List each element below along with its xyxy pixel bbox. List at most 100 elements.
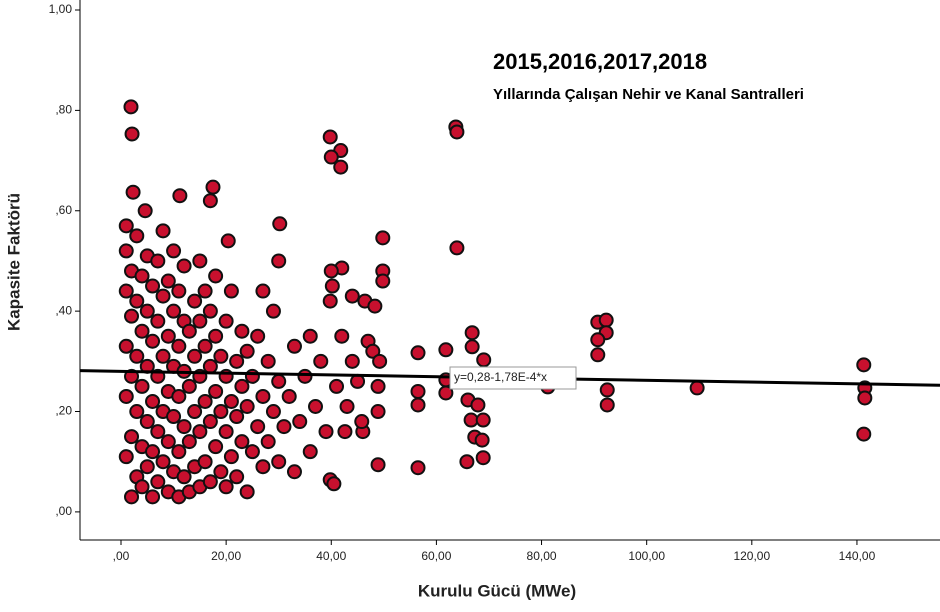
point xyxy=(166,243,182,259)
point xyxy=(192,313,208,329)
point xyxy=(202,358,218,374)
point xyxy=(166,409,182,425)
point xyxy=(150,313,166,329)
point xyxy=(255,388,271,404)
point xyxy=(334,328,350,344)
point xyxy=(410,345,426,361)
point xyxy=(463,412,479,428)
point xyxy=(410,383,426,399)
point xyxy=(302,444,318,460)
point xyxy=(250,419,266,435)
point xyxy=(297,368,313,384)
point xyxy=(208,268,224,284)
point xyxy=(145,444,161,460)
point xyxy=(234,434,250,450)
fit-label-box xyxy=(449,366,577,390)
point xyxy=(322,293,338,309)
point xyxy=(166,303,182,319)
point xyxy=(281,388,297,404)
point xyxy=(410,460,426,476)
y-tick-label: ,60 xyxy=(55,203,72,217)
point xyxy=(118,218,134,234)
point xyxy=(255,459,271,475)
point xyxy=(150,424,166,440)
point xyxy=(449,124,465,140)
point xyxy=(302,328,318,344)
point xyxy=(234,378,250,394)
point xyxy=(129,404,145,420)
point xyxy=(205,179,221,195)
point xyxy=(260,353,276,369)
point xyxy=(171,283,187,299)
point xyxy=(197,338,213,354)
point xyxy=(475,450,491,466)
point xyxy=(318,424,334,440)
point xyxy=(286,338,302,354)
point xyxy=(354,414,370,430)
point xyxy=(176,469,192,485)
point xyxy=(181,323,197,339)
point xyxy=(172,188,188,204)
point xyxy=(286,464,302,480)
point xyxy=(218,313,234,329)
point xyxy=(344,353,360,369)
point xyxy=(139,459,155,475)
point xyxy=(125,184,141,200)
point xyxy=(220,233,236,249)
point xyxy=(313,353,329,369)
point xyxy=(202,303,218,319)
point xyxy=(329,378,345,394)
point xyxy=(229,409,245,425)
point xyxy=(689,380,705,396)
point xyxy=(265,404,281,420)
point xyxy=(202,474,218,490)
point xyxy=(171,444,187,460)
point xyxy=(118,388,134,404)
point xyxy=(124,368,140,384)
point xyxy=(475,412,491,428)
point xyxy=(123,99,139,115)
point xyxy=(129,293,145,309)
point xyxy=(181,434,197,450)
point xyxy=(118,243,134,259)
point xyxy=(271,253,287,269)
point xyxy=(171,338,187,354)
point xyxy=(375,273,391,289)
point xyxy=(470,397,486,413)
y-tick-label: 1,00 xyxy=(49,2,73,16)
y-tick-label: ,20 xyxy=(55,404,72,418)
point xyxy=(176,258,192,274)
point xyxy=(208,328,224,344)
point xyxy=(239,484,255,500)
point xyxy=(187,293,203,309)
point xyxy=(160,273,176,289)
x-tick-label: 100,00 xyxy=(628,549,665,563)
point xyxy=(239,398,255,414)
point xyxy=(372,353,388,369)
x-tick-label: 20,00 xyxy=(211,549,241,563)
point xyxy=(150,474,166,490)
fit-label: y=0,28-1,78E-4*x xyxy=(454,370,547,384)
x-tick-label: 80,00 xyxy=(527,549,557,563)
point xyxy=(370,378,386,394)
point xyxy=(202,414,218,430)
point xyxy=(333,159,349,175)
point xyxy=(265,303,281,319)
point xyxy=(323,149,339,165)
chart-subtitle: Yıllarında Çalışan Nehir ve Kanal Santra… xyxy=(493,86,804,103)
point xyxy=(218,479,234,495)
x-tick-label: 120,00 xyxy=(733,549,770,563)
point xyxy=(276,419,292,435)
point xyxy=(118,449,134,465)
point xyxy=(234,323,250,339)
point xyxy=(255,283,271,299)
point xyxy=(155,348,171,364)
point xyxy=(464,325,480,341)
x-axis-title: Kurulu Gücü (MWe) xyxy=(418,581,576,600)
point xyxy=(370,404,386,420)
point xyxy=(134,323,150,339)
point xyxy=(208,439,224,455)
point xyxy=(271,454,287,470)
point xyxy=(181,378,197,394)
point xyxy=(322,129,338,145)
